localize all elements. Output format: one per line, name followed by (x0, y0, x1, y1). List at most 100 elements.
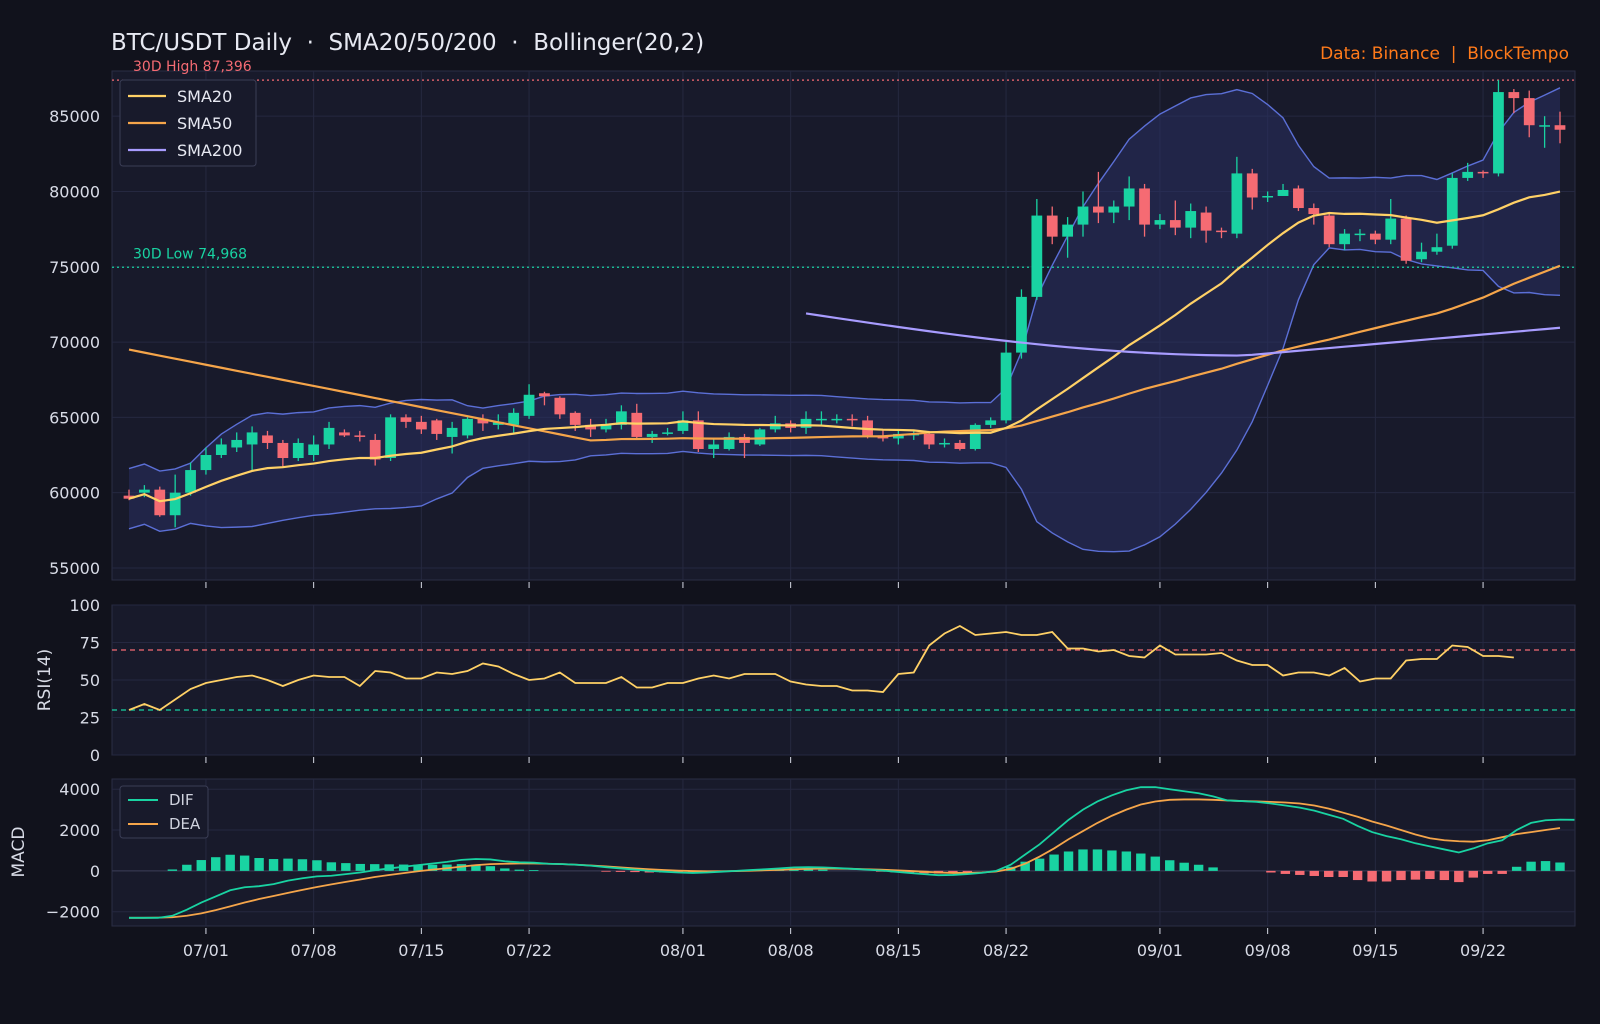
macd-histogram-bar (370, 864, 380, 871)
candle-body (477, 418, 489, 424)
rsi-axis-label: RSI(14) (35, 649, 55, 712)
macd-histogram-bar (456, 864, 467, 871)
macd-histogram-bar (1497, 870, 1507, 874)
candle-body (862, 420, 873, 436)
data-source-label: Data: Binance | BlockTempo (1320, 44, 1569, 64)
macd-histogram-bar (630, 870, 640, 873)
macd-axis-label: MACD (9, 827, 29, 878)
macd-histogram-bar (1381, 870, 1392, 882)
rsi-tick-label: 25 (80, 709, 100, 728)
macd-histogram-bar (948, 870, 958, 873)
macd-histogram-bar (398, 864, 409, 871)
x-tick-label: 09/15 (1352, 941, 1398, 960)
candle-body (308, 444, 320, 456)
candle-body (554, 397, 566, 415)
candle-body (1123, 188, 1135, 207)
macd-histogram-bar (1049, 854, 1059, 871)
macd-histogram-bar (1410, 870, 1421, 880)
x-tick-label: 07/01 (183, 941, 229, 960)
x-tick-label: 08/22 (983, 941, 1029, 960)
candle-body (1554, 125, 1566, 130)
macd-histogram-bar (1396, 870, 1406, 881)
candle-body (1262, 195, 1274, 198)
candle-body (508, 412, 520, 425)
macd-histogram-bar (341, 863, 351, 871)
candle-body (569, 412, 581, 425)
candle-body (585, 424, 596, 430)
candle-body (1446, 177, 1458, 246)
candle-body (1323, 215, 1335, 245)
candle-body (431, 420, 443, 434)
candle-body (1431, 247, 1443, 252)
candle-body (677, 420, 689, 431)
macd-histogram-bar (1078, 849, 1088, 871)
macd-histogram-bar (529, 870, 539, 871)
macd-histogram-bar (1280, 870, 1291, 874)
macd-histogram-bar (268, 859, 279, 871)
macd-histogram-bar (1107, 850, 1117, 871)
bollinger-band-fill (129, 87, 1560, 552)
y-tick-label: 80000 (49, 182, 100, 201)
candle-body (831, 418, 843, 421)
macd-histogram-bar (803, 869, 814, 871)
macd-histogram-bar (355, 863, 365, 871)
candle-body (1308, 208, 1320, 215)
macd-histogram-bar (1208, 867, 1218, 871)
candle-body (631, 412, 643, 437)
legend-label-dea: DEA (169, 815, 201, 833)
rsi-tick-label: 75 (80, 634, 100, 653)
rsi-tick-label: 0 (90, 746, 100, 765)
macd-histogram-bar (1526, 861, 1536, 871)
macd-histogram-bar (283, 858, 293, 871)
candle-body (246, 432, 258, 445)
candle-body (262, 435, 273, 443)
candle-body (1523, 98, 1535, 126)
candle-body (292, 442, 304, 459)
candle-body (708, 444, 720, 449)
macd-histogram-bar (500, 868, 510, 871)
candle-body (985, 420, 997, 425)
x-tick-label: 07/08 (291, 941, 337, 960)
macd-histogram-bar (485, 866, 496, 871)
price-legend: SMA20 SMA50 SMA200 (119, 79, 257, 167)
candle-body (1046, 215, 1058, 237)
candle-body (169, 492, 181, 516)
candle-body (1062, 224, 1073, 237)
candle-body (1354, 233, 1366, 236)
candle-body (892, 433, 904, 439)
candle-body (462, 418, 473, 436)
macd-histogram-bar (1425, 870, 1435, 880)
macd-histogram-bar (1295, 870, 1305, 875)
candle-body (154, 489, 166, 516)
macd-histogram-bar (1179, 862, 1189, 871)
y-tick-label: 60000 (49, 484, 100, 503)
macd-histogram-bar (211, 857, 221, 871)
macd-histogram-bar (1266, 870, 1276, 873)
x-tick-label: 09/01 (1137, 941, 1183, 960)
legend-label-sma20: SMA20 (177, 87, 232, 106)
y-tick-label: 65000 (49, 408, 100, 427)
candle-body (123, 495, 135, 499)
candle-body (139, 489, 150, 493)
candle-body (1139, 188, 1150, 225)
candle-body (200, 455, 212, 471)
macd-histogram-bar (196, 860, 206, 871)
sma200-line (805, 312, 1561, 357)
candle-body (846, 418, 858, 421)
macd-tick-label: 0 (90, 862, 100, 881)
candle-body (185, 470, 196, 493)
macd-histogram-bar (514, 869, 524, 871)
candle-body (1108, 206, 1120, 213)
legend-box (119, 79, 257, 167)
candle-body (1400, 218, 1412, 261)
macd-histogram-bar (1165, 860, 1175, 871)
macd-histogram-bar (1063, 851, 1074, 871)
macd-histogram-bar (1020, 861, 1030, 871)
macd-histogram-bar (1309, 870, 1319, 876)
macd-histogram-bar (1468, 870, 1478, 878)
candle-body (1000, 352, 1012, 421)
candle-body (1200, 212, 1212, 231)
y-tick-label: 75000 (49, 258, 100, 277)
macd-histogram-bar (1150, 856, 1160, 871)
